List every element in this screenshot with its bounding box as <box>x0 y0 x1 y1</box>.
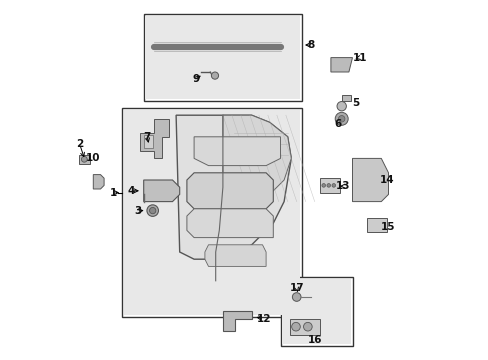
Polygon shape <box>143 180 179 202</box>
Text: 4: 4 <box>127 186 135 196</box>
Circle shape <box>321 184 325 187</box>
Circle shape <box>336 102 346 111</box>
Bar <box>341 95 350 101</box>
Bar <box>143 135 152 148</box>
Circle shape <box>149 207 156 214</box>
Bar <box>280 277 352 346</box>
Text: 17: 17 <box>289 283 304 293</box>
Text: 13: 13 <box>336 181 350 191</box>
Polygon shape <box>194 137 280 166</box>
Bar <box>289 319 320 335</box>
Polygon shape <box>140 119 168 158</box>
Circle shape <box>81 156 87 162</box>
Polygon shape <box>204 245 265 266</box>
Text: 2: 2 <box>76 139 83 149</box>
Text: 15: 15 <box>380 222 394 232</box>
Text: 7: 7 <box>143 132 151 142</box>
Circle shape <box>335 112 347 125</box>
Text: 10: 10 <box>86 153 101 163</box>
Circle shape <box>303 323 311 331</box>
Polygon shape <box>330 58 352 72</box>
Circle shape <box>331 184 335 187</box>
Text: 6: 6 <box>334 119 341 129</box>
Polygon shape <box>186 209 273 238</box>
Circle shape <box>291 323 300 331</box>
Polygon shape <box>352 158 387 202</box>
Polygon shape <box>93 175 104 189</box>
Bar <box>282 279 350 344</box>
Text: 8: 8 <box>307 40 314 50</box>
Text: 16: 16 <box>307 335 321 345</box>
Text: 5: 5 <box>352 98 359 108</box>
Circle shape <box>292 293 301 301</box>
Bar <box>122 108 302 317</box>
Text: 1: 1 <box>109 188 117 198</box>
Polygon shape <box>176 115 291 259</box>
Polygon shape <box>223 115 291 202</box>
Polygon shape <box>223 311 251 331</box>
Circle shape <box>338 116 344 122</box>
Bar <box>79 155 89 164</box>
Text: 12: 12 <box>257 314 271 324</box>
Circle shape <box>146 205 158 216</box>
Text: 11: 11 <box>352 53 366 63</box>
Bar <box>320 178 339 193</box>
Circle shape <box>211 72 218 79</box>
Text: 3: 3 <box>134 206 142 216</box>
Text: 9: 9 <box>192 74 199 84</box>
Bar <box>145 16 300 99</box>
Bar <box>123 110 300 315</box>
Polygon shape <box>186 173 273 209</box>
Text: 14: 14 <box>379 175 393 185</box>
Circle shape <box>326 184 330 187</box>
Bar <box>143 14 302 101</box>
Bar <box>366 218 386 232</box>
